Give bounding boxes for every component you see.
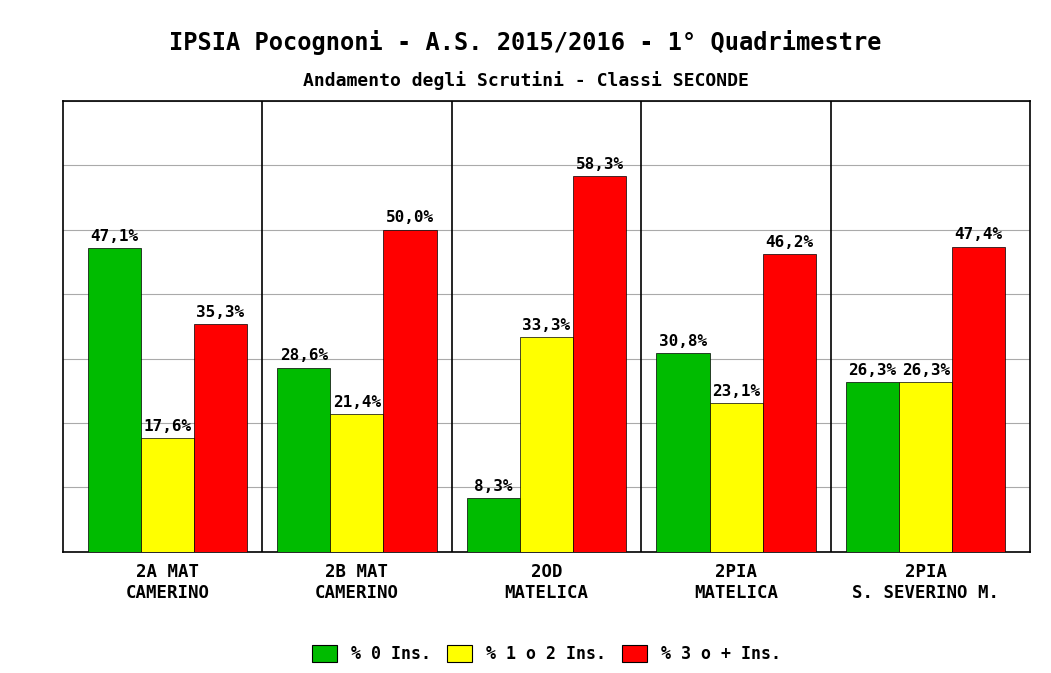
Bar — [193, 324, 247, 552]
Text: 30,8%: 30,8% — [659, 334, 707, 349]
Bar — [657, 353, 709, 552]
Bar — [277, 367, 330, 552]
Bar — [573, 176, 626, 552]
Text: 47,4%: 47,4% — [954, 227, 1003, 242]
Bar — [709, 403, 763, 552]
Text: 26,3%: 26,3% — [848, 363, 897, 378]
Bar — [384, 229, 436, 552]
Text: 21,4%: 21,4% — [333, 394, 382, 409]
Text: 46,2%: 46,2% — [765, 235, 813, 250]
Legend: % 0 Ins., % 1 o 2 Ins., % 3 o + Ins.: % 0 Ins., % 1 o 2 Ins., % 3 o + Ins. — [306, 638, 787, 670]
Text: 28,6%: 28,6% — [280, 348, 328, 363]
Bar — [952, 246, 1006, 552]
Bar — [520, 337, 573, 552]
Text: IPSIA Pocognoni - A.S. 2015/2016 - 1° Quadrimestre: IPSIA Pocognoni - A.S. 2015/2016 - 1° Qu… — [169, 30, 882, 55]
Bar — [467, 499, 520, 552]
Bar — [87, 248, 141, 552]
Text: 8,3%: 8,3% — [474, 479, 513, 494]
Text: 47,1%: 47,1% — [90, 229, 139, 244]
Text: 33,3%: 33,3% — [522, 318, 571, 333]
Bar — [141, 439, 193, 552]
Text: 50,0%: 50,0% — [386, 210, 434, 225]
Text: 58,3%: 58,3% — [576, 157, 623, 172]
Text: 35,3%: 35,3% — [197, 305, 245, 320]
Bar — [900, 382, 952, 552]
Bar — [330, 414, 384, 552]
Bar — [763, 254, 816, 552]
Text: Andamento degli Scrutini - Classi SECONDE: Andamento degli Scrutini - Classi SECOND… — [303, 71, 748, 90]
Text: 17,6%: 17,6% — [143, 419, 191, 434]
Text: 23,1%: 23,1% — [712, 384, 760, 398]
Text: 26,3%: 26,3% — [902, 363, 950, 378]
Bar — [846, 382, 900, 552]
